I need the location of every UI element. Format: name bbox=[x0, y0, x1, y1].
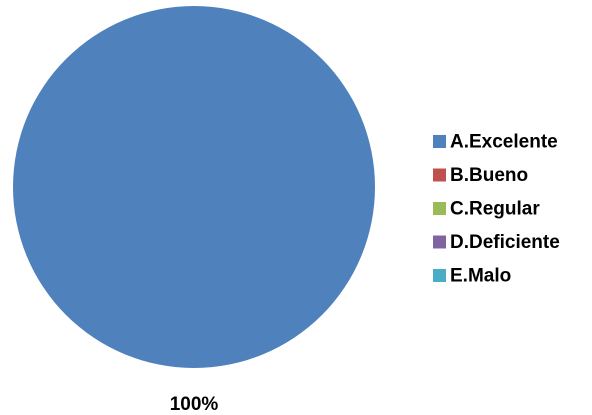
legend-label-c-regular: C.Regular bbox=[450, 199, 540, 220]
legend-swatch-d-deficiente bbox=[433, 235, 446, 249]
legend-swatch-c-regular bbox=[433, 202, 446, 215]
data-label-a-excelente: 100% bbox=[170, 394, 219, 415]
legend-label-a-excelente: A.Excelente bbox=[450, 132, 558, 153]
legend-label-d-deficiente: D.Deficiente bbox=[450, 232, 560, 253]
pie-slice-a-excelente bbox=[13, 6, 375, 368]
legend-label-e-malo: E.Malo bbox=[450, 266, 511, 287]
pie-slices bbox=[13, 6, 375, 368]
chart-legend: A.Excelente B.Bueno C.Regular D.Deficiente E… bbox=[433, 132, 560, 287]
legend-swatch-b-bueno bbox=[433, 168, 446, 182]
legend-swatch-a-excelente bbox=[433, 135, 446, 148]
legend-label-b-bueno: B.Bueno bbox=[450, 165, 528, 186]
legend-swatch-e-malo bbox=[433, 269, 446, 282]
